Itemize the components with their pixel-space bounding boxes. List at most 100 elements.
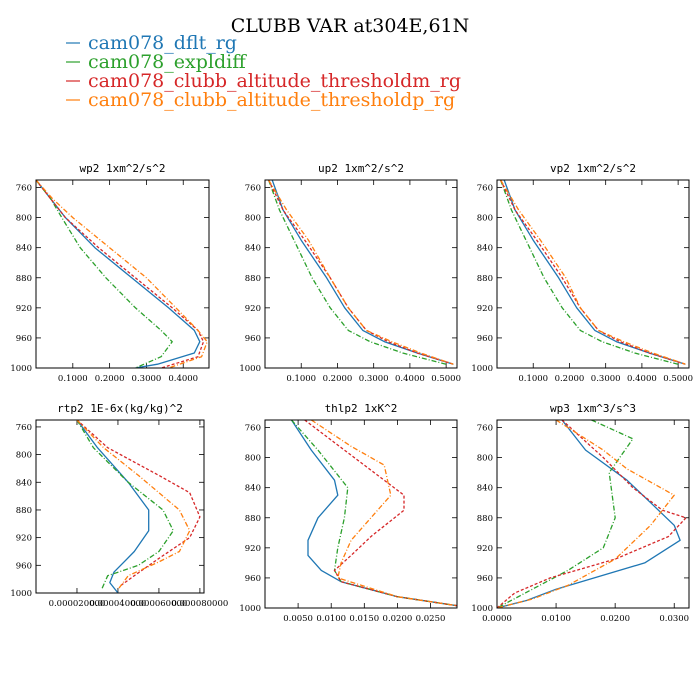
y-tick-label: 800 [245, 214, 261, 224]
y-tick-label: 880 [477, 274, 493, 284]
y-tick-label: 800 [245, 454, 261, 464]
y-tick-label: 960 [477, 574, 493, 584]
y-tick-label: 920 [245, 544, 261, 554]
y-tick-label: 920 [16, 304, 32, 314]
y-tick-label: 800 [477, 454, 493, 464]
y-tick-label: 880 [16, 274, 32, 284]
series-line-cam078_clubb_altitude_thresholdm_rg [497, 420, 687, 608]
panel-1: wp2 1xm^2/s^2 760 800 840 880 920 960 1000 0.100… [10, 162, 210, 384]
y-tick-label: 920 [477, 304, 493, 314]
series-group [36, 180, 208, 368]
series-line-cam078_clubb_altitude_thresholdp_rg [36, 180, 208, 368]
y-tick-label: 760 [477, 184, 493, 194]
y-tick-label: 1000 [471, 604, 493, 614]
series-line-cam078_dflt_rg [497, 420, 681, 608]
y-tick-label: 960 [477, 334, 493, 344]
y-tick-label: 1000 [239, 604, 261, 614]
series-line-cam078_dflt_rg [271, 180, 454, 365]
series-line-cam078_clubb_altitude_thresholdm_rg [500, 180, 686, 365]
series-line-cam078_clubb_altitude_thresholdp_rg [76, 420, 191, 590]
x-tick-label: 0.0100 [316, 614, 346, 624]
y-tick-label: 840 [16, 478, 32, 488]
x-tick-label: 0.1000 [518, 374, 548, 384]
x-tick-label: 0.5000 [663, 374, 693, 384]
legend: cam078_dflt_rgcam078_expldiffcam078_club… [66, 32, 461, 111]
y-tick-label: 840 [245, 244, 261, 254]
y-tick-label: 880 [16, 506, 32, 516]
series-line-cam078_clubb_altitude_thresholdm_rg [268, 180, 454, 365]
x-tick-label: 0.0300 [659, 614, 689, 624]
y-tick-label: 960 [245, 334, 261, 344]
panel-4: rtp2 1E-6x(kg/kg)^2 760 800 840 880 920 960 100… [10, 402, 228, 609]
y-tick-label: 1000 [239, 364, 261, 374]
y-tick-label: 760 [245, 184, 261, 194]
x-tick-label: 0.000020000 [49, 599, 106, 609]
y-tick-label: 840 [245, 484, 261, 494]
y-tick-label: 800 [16, 214, 32, 224]
legend-item: cam078_clubb_altitude_thresholdp_rg [88, 89, 455, 111]
panel-title: up2 1xm^2/s^2 [318, 162, 404, 175]
panel-title: vp2 1xm^2/s^2 [550, 162, 636, 175]
plot-frame [496, 179, 690, 369]
x-tick-label: 0.4000 [627, 374, 657, 384]
x-tick-label: 0.1000 [58, 374, 88, 384]
panel-6: wp3 1xm^3/s^3 760 800 840 880 920 960 10000.000… [471, 402, 690, 624]
x-tick-label: 0.3000 [359, 374, 389, 384]
y-tick-label: 760 [16, 184, 32, 194]
plot-frame [264, 419, 458, 609]
series-line-cam078_clubb_altitude_thresholdp_rg [500, 180, 686, 365]
panel-3: vp2 1xm^2/s^2 760 800 840 880 920 960 1000 0.100… [471, 162, 693, 384]
series-group [76, 420, 201, 593]
y-tick-label: 760 [16, 423, 32, 433]
plot-frame [35, 419, 205, 594]
x-tick-label: 0.4000 [168, 374, 198, 384]
x-tick-label: 0.0000 [482, 614, 512, 624]
y-tick-label: 760 [477, 424, 493, 434]
panel-title: wp3 1xm^3/s^3 [550, 402, 636, 415]
series-line-cam078_clubb_altitude_thresholdm_rg [36, 180, 205, 368]
plot-frame [35, 179, 210, 369]
y-tick-label: 800 [16, 451, 32, 461]
x-tick-label: 0.2000 [95, 374, 125, 384]
panels: wp2 1xm^2/s^2 760 800 840 880 920 960 1000 0.100… [10, 162, 693, 624]
panel-title: thlp2 1xK^2 [325, 402, 398, 415]
y-tick-label: 800 [477, 214, 493, 224]
series-line-cam078_expldiff [291, 420, 457, 607]
x-tick-label: 0.000040000 [90, 599, 147, 609]
series-group [290, 420, 457, 607]
legend-item: cam078_expldiff [88, 51, 247, 73]
x-tick-label: 0.3000 [591, 374, 621, 384]
y-tick-label: 760 [245, 424, 261, 434]
x-tick-label: 0.2000 [555, 374, 585, 384]
x-tick-label: 0.1000 [286, 374, 316, 384]
x-tick-label: 0.0200 [600, 614, 630, 624]
y-tick-label: 960 [245, 574, 261, 584]
y-tick-label: 920 [16, 534, 32, 544]
y-tick-label: 960 [16, 561, 32, 571]
y-tick-label: 880 [477, 514, 493, 524]
panel-2: up2 1xm^2/s^2 760 800 840 880 920 960 1000 0.100… [239, 162, 461, 384]
series-group [499, 180, 686, 365]
y-tick-label: 880 [245, 274, 261, 284]
series-line-cam078_expldiff [76, 420, 174, 590]
y-tick-label: 840 [477, 484, 493, 494]
y-tick-label: 1000 [471, 364, 493, 374]
series-line-cam078_dflt_rg [36, 180, 201, 368]
panel-title: wp2 1xm^2/s^2 [79, 162, 165, 175]
y-tick-label: 1000 [10, 589, 32, 599]
legend-item: cam078_clubb_altitude_thresholdm_rg [88, 70, 461, 92]
series-line-cam078_expldiff [267, 180, 447, 365]
y-tick-label: 880 [245, 514, 261, 524]
x-tick-label: 0.3000 [132, 374, 162, 384]
series-group [267, 180, 454, 365]
series-line-cam078_expldiff [499, 180, 679, 365]
series-line-cam078_clubb_altitude_thresholdm_rg [304, 420, 457, 607]
x-tick-label: 0.5000 [431, 374, 461, 384]
panel-title: rtp2 1E-6x(kg/kg)^2 [57, 402, 183, 415]
series-line-cam078_dflt_rg [503, 180, 686, 365]
plot-frame [264, 179, 458, 369]
plot-frame [496, 419, 690, 609]
x-tick-label: 0.2000 [323, 374, 353, 384]
